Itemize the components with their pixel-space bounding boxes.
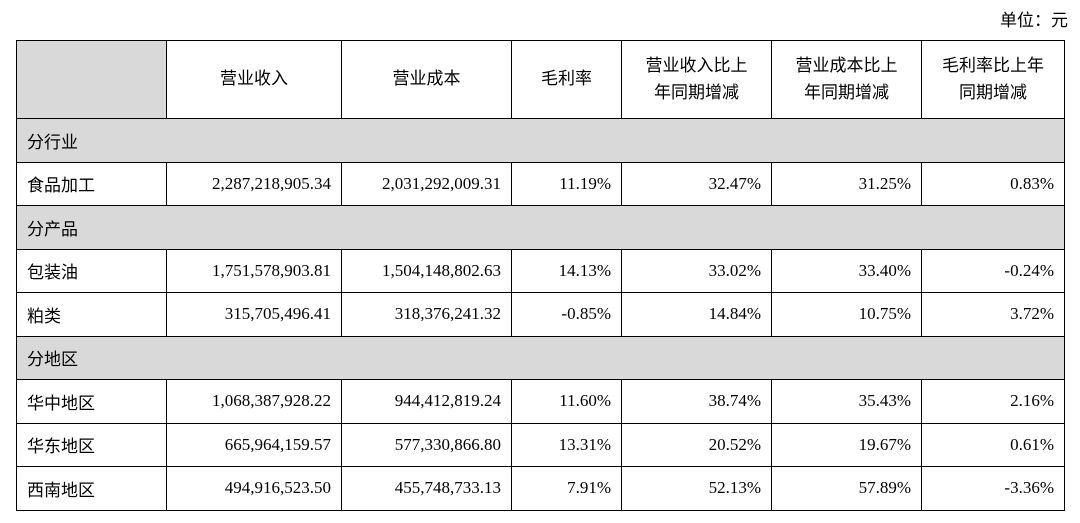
header-line: 同期增减: [959, 82, 1027, 103]
cell-margin-change: 3.72%: [921, 292, 1065, 337]
cell-cost: 318,376,241.32: [341, 292, 512, 337]
cell-revenue-change: 20.52%: [621, 422, 772, 467]
cell-margin: 13.31%: [511, 422, 622, 467]
cell-revenue: 1,068,387,928.22: [166, 379, 342, 424]
cell-cost-change: 35.43%: [771, 379, 922, 424]
header-line: 营业成本比上: [795, 55, 898, 76]
cell-revenue-change: 52.13%: [621, 466, 772, 511]
cell-revenue: 494,916,523.50: [166, 466, 342, 511]
cell-revenue-change: 32.47%: [621, 161, 772, 206]
section-row: 分行业: [16, 118, 1065, 163]
table-row: 食品加工 2,287,218,905.34 2,031,292,009.31 1…: [16, 161, 1065, 206]
cell-margin-change: 0.61%: [921, 422, 1065, 467]
row-name: 包装油: [16, 248, 167, 293]
row-name: 华东地区: [16, 422, 167, 467]
cell-revenue-change: 14.84%: [621, 292, 772, 337]
header-cost: 营业成本: [341, 40, 512, 119]
header-blank: [16, 40, 167, 119]
table-row: 包装油 1,751,578,903.81 1,504,148,802.63 14…: [16, 248, 1065, 293]
cell-revenue: 2,287,218,905.34: [166, 161, 342, 206]
cell-margin: 14.13%: [511, 248, 622, 293]
section-row: 分产品: [16, 205, 1065, 250]
header-line: 年同期增减: [804, 82, 889, 103]
cell-margin: 11.60%: [511, 379, 622, 424]
cell-margin: 11.19%: [511, 161, 622, 206]
row-name: 西南地区: [16, 466, 167, 511]
header-revenue-change: 营业收入比上 年同期增减: [621, 40, 772, 119]
cell-cost: 944,412,819.24: [341, 379, 512, 424]
cell-cost-change: 19.67%: [771, 422, 922, 467]
cell-revenue: 1,751,578,903.81: [166, 248, 342, 293]
row-name: 食品加工: [16, 161, 167, 206]
cell-revenue-change: 33.02%: [621, 248, 772, 293]
header-revenue: 营业收入: [166, 40, 342, 119]
header-row: 营业收入 营业成本 毛利率 营业收入比上 年同期增减 营业成本比上 年同期增减 …: [16, 40, 1065, 119]
cell-revenue-change: 38.74%: [621, 379, 772, 424]
cell-cost-change: 10.75%: [771, 292, 922, 337]
table-row: 西南地区 494,916,523.50 455,748,733.13 7.91%…: [16, 466, 1065, 511]
table-row: 华中地区 1,068,387,928.22 944,412,819.24 11.…: [16, 379, 1065, 424]
cell-margin-change: -3.36%: [921, 466, 1065, 511]
row-name: 粕类: [16, 292, 167, 337]
cell-margin-change: -0.24%: [921, 248, 1065, 293]
header-line: 营业收入比上: [645, 55, 748, 76]
header-margin-change: 毛利率比上年 同期增减: [921, 40, 1065, 119]
section-title: 分产品: [16, 205, 1065, 250]
header-cost-change: 营业成本比上 年同期增减: [771, 40, 922, 119]
cell-revenue: 665,964,159.57: [166, 422, 342, 467]
header-line: 毛利率比上年: [942, 55, 1044, 76]
cell-cost-change: 33.40%: [771, 248, 922, 293]
section-title: 分行业: [16, 118, 1065, 163]
row-name: 华中地区: [16, 379, 167, 424]
section-row: 分地区: [16, 335, 1065, 380]
section-title: 分地区: [16, 335, 1065, 380]
financial-table: 营业收入 营业成本 毛利率 营业收入比上 年同期增减 营业成本比上 年同期增减 …: [16, 40, 1065, 511]
unit-label: 单位：元: [1000, 11, 1068, 31]
cell-cost: 455,748,733.13: [341, 466, 512, 511]
table-row: 华东地区 665,964,159.57 577,330,866.80 13.31…: [16, 422, 1065, 467]
cell-revenue: 315,705,496.41: [166, 292, 342, 337]
cell-cost: 577,330,866.80: [341, 422, 512, 467]
cell-cost: 1,504,148,802.63: [341, 248, 512, 293]
cell-margin-change: 0.83%: [921, 161, 1065, 206]
header-line: 年同期增减: [654, 82, 739, 103]
cell-cost-change: 31.25%: [771, 161, 922, 206]
cell-margin: -0.85%: [511, 292, 622, 337]
cell-margin: 7.91%: [511, 466, 622, 511]
table-row: 粕类 315,705,496.41 318,376,241.32 -0.85% …: [16, 292, 1065, 337]
cell-cost-change: 57.89%: [771, 466, 922, 511]
cell-cost: 2,031,292,009.31: [341, 161, 512, 206]
header-margin: 毛利率: [511, 40, 622, 119]
cell-margin-change: 2.16%: [921, 379, 1065, 424]
